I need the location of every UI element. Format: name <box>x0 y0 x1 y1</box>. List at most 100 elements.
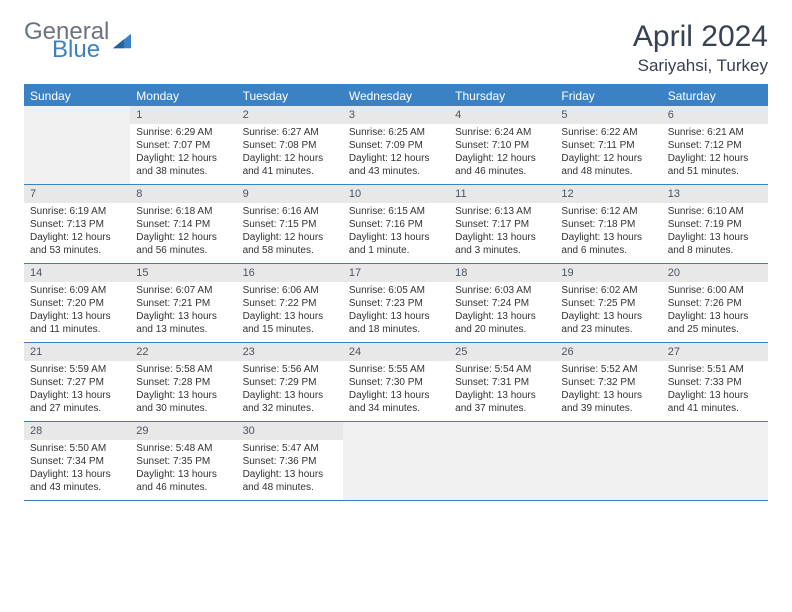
day-number: 1 <box>130 106 236 124</box>
daylight-line-2: and 56 minutes. <box>136 244 230 257</box>
daylight-line-1: Daylight: 12 hours <box>455 152 549 165</box>
day-details: Sunrise: 6:29 AMSunset: 7:07 PMDaylight:… <box>130 124 236 182</box>
day-details: Sunrise: 5:47 AMSunset: 7:36 PMDaylight:… <box>237 440 343 498</box>
day-details: Sunrise: 6:07 AMSunset: 7:21 PMDaylight:… <box>130 282 236 340</box>
day-number: 14 <box>24 264 130 282</box>
daylight-line-1: Daylight: 13 hours <box>30 468 124 481</box>
sunset-line: Sunset: 7:31 PM <box>455 376 549 389</box>
sunset-line: Sunset: 7:22 PM <box>243 297 337 310</box>
calendar-cell: 8Sunrise: 6:18 AMSunset: 7:14 PMDaylight… <box>130 185 236 263</box>
sunrise-line: Sunrise: 6:29 AM <box>136 126 230 139</box>
sunrise-line: Sunrise: 6:19 AM <box>30 205 124 218</box>
daylight-line-2: and 38 minutes. <box>136 165 230 178</box>
sunset-line: Sunset: 7:21 PM <box>136 297 230 310</box>
daylight-line-2: and 41 minutes. <box>243 165 337 178</box>
daylight-line-1: Daylight: 13 hours <box>349 310 443 323</box>
sunset-line: Sunset: 7:25 PM <box>561 297 655 310</box>
day-details: Sunrise: 6:00 AMSunset: 7:26 PMDaylight:… <box>662 282 768 340</box>
calendar-cell: 4Sunrise: 6:24 AMSunset: 7:10 PMDaylight… <box>449 106 555 184</box>
daylight-line-2: and 23 minutes. <box>561 323 655 336</box>
day-details: Sunrise: 5:58 AMSunset: 7:28 PMDaylight:… <box>130 361 236 419</box>
day-details: Sunrise: 5:52 AMSunset: 7:32 PMDaylight:… <box>555 361 661 419</box>
day-details: Sunrise: 6:12 AMSunset: 7:18 PMDaylight:… <box>555 203 661 261</box>
sunrise-line: Sunrise: 5:48 AM <box>136 442 230 455</box>
day-number: 2 <box>237 106 343 124</box>
daylight-line-2: and 18 minutes. <box>349 323 443 336</box>
sunrise-line: Sunrise: 6:18 AM <box>136 205 230 218</box>
daylight-line-2: and 32 minutes. <box>243 402 337 415</box>
daylight-line-1: Daylight: 12 hours <box>561 152 655 165</box>
day-details: Sunrise: 6:13 AMSunset: 7:17 PMDaylight:… <box>449 203 555 261</box>
daylight-line-2: and 58 minutes. <box>243 244 337 257</box>
day-headers-row: SundayMondayTuesdayWednesdayThursdayFrid… <box>24 86 768 106</box>
daylight-line-1: Daylight: 12 hours <box>136 152 230 165</box>
daylight-line-1: Daylight: 12 hours <box>30 231 124 244</box>
daylight-line-1: Daylight: 13 hours <box>136 468 230 481</box>
daylight-line-2: and 15 minutes. <box>243 323 337 336</box>
daylight-line-2: and 27 minutes. <box>30 402 124 415</box>
daylight-line-2: and 11 minutes. <box>30 323 124 336</box>
day-number: 21 <box>24 343 130 361</box>
daylight-line-2: and 43 minutes. <box>30 481 124 494</box>
header: General Blue April 2024 Sariyahsi, Turke… <box>24 20 768 76</box>
daylight-line-2: and 30 minutes. <box>136 402 230 415</box>
sunset-line: Sunset: 7:29 PM <box>243 376 337 389</box>
sunset-line: Sunset: 7:07 PM <box>136 139 230 152</box>
sunset-line: Sunset: 7:16 PM <box>349 218 443 231</box>
day-number: 22 <box>130 343 236 361</box>
sunset-line: Sunset: 7:23 PM <box>349 297 443 310</box>
sunrise-line: Sunrise: 6:05 AM <box>349 284 443 297</box>
day-details: Sunrise: 6:02 AMSunset: 7:25 PMDaylight:… <box>555 282 661 340</box>
calendar-cell: 17Sunrise: 6:05 AMSunset: 7:23 PMDayligh… <box>343 264 449 342</box>
calendar-cell: 2Sunrise: 6:27 AMSunset: 7:08 PMDaylight… <box>237 106 343 184</box>
calendar-cell: 15Sunrise: 6:07 AMSunset: 7:21 PMDayligh… <box>130 264 236 342</box>
day-details: Sunrise: 6:18 AMSunset: 7:14 PMDaylight:… <box>130 203 236 261</box>
calendar-cell: 18Sunrise: 6:03 AMSunset: 7:24 PMDayligh… <box>449 264 555 342</box>
daylight-line-1: Daylight: 13 hours <box>243 468 337 481</box>
day-number: 19 <box>555 264 661 282</box>
day-number: 25 <box>449 343 555 361</box>
month-title: April 2024 <box>633 20 768 54</box>
day-header: Tuesday <box>237 86 343 106</box>
calendar-cell: 5Sunrise: 6:22 AMSunset: 7:11 PMDaylight… <box>555 106 661 184</box>
sunrise-line: Sunrise: 6:02 AM <box>561 284 655 297</box>
location: Sariyahsi, Turkey <box>633 56 768 76</box>
calendar-week: 7Sunrise: 6:19 AMSunset: 7:13 PMDaylight… <box>24 185 768 264</box>
calendar-cell <box>24 106 130 184</box>
sunset-line: Sunset: 7:14 PM <box>136 218 230 231</box>
calendar-cell: 27Sunrise: 5:51 AMSunset: 7:33 PMDayligh… <box>662 343 768 421</box>
calendar-cell: 30Sunrise: 5:47 AMSunset: 7:36 PMDayligh… <box>237 422 343 500</box>
sunrise-line: Sunrise: 6:00 AM <box>668 284 762 297</box>
calendar-cell <box>662 422 768 500</box>
day-number: 23 <box>237 343 343 361</box>
sunrise-line: Sunrise: 6:12 AM <box>561 205 655 218</box>
daylight-line-1: Daylight: 13 hours <box>561 231 655 244</box>
day-number: 28 <box>24 422 130 440</box>
sunrise-line: Sunrise: 5:55 AM <box>349 363 443 376</box>
day-details: Sunrise: 6:03 AMSunset: 7:24 PMDaylight:… <box>449 282 555 340</box>
day-number: 10 <box>343 185 449 203</box>
sunset-line: Sunset: 7:13 PM <box>30 218 124 231</box>
day-header: Sunday <box>24 86 130 106</box>
logo-part-2: Blue <box>52 38 109 62</box>
calendar-cell: 10Sunrise: 6:15 AMSunset: 7:16 PMDayligh… <box>343 185 449 263</box>
sunrise-line: Sunrise: 6:22 AM <box>561 126 655 139</box>
sunrise-line: Sunrise: 6:27 AM <box>243 126 337 139</box>
day-number: 15 <box>130 264 236 282</box>
day-number: 13 <box>662 185 768 203</box>
day-number: 9 <box>237 185 343 203</box>
daylight-line-1: Daylight: 13 hours <box>30 389 124 402</box>
calendar-cell: 28Sunrise: 5:50 AMSunset: 7:34 PMDayligh… <box>24 422 130 500</box>
daylight-line-1: Daylight: 12 hours <box>668 152 762 165</box>
day-details: Sunrise: 6:27 AMSunset: 7:08 PMDaylight:… <box>237 124 343 182</box>
sunrise-line: Sunrise: 5:50 AM <box>30 442 124 455</box>
day-number: 12 <box>555 185 661 203</box>
sunrise-line: Sunrise: 5:58 AM <box>136 363 230 376</box>
logo-triangle-icon <box>111 32 133 50</box>
day-number: 24 <box>343 343 449 361</box>
sunset-line: Sunset: 7:27 PM <box>30 376 124 389</box>
calendar-week: 14Sunrise: 6:09 AMSunset: 7:20 PMDayligh… <box>24 264 768 343</box>
sunrise-line: Sunrise: 5:56 AM <box>243 363 337 376</box>
daylight-line-1: Daylight: 13 hours <box>455 310 549 323</box>
daylight-line-1: Daylight: 13 hours <box>30 310 124 323</box>
